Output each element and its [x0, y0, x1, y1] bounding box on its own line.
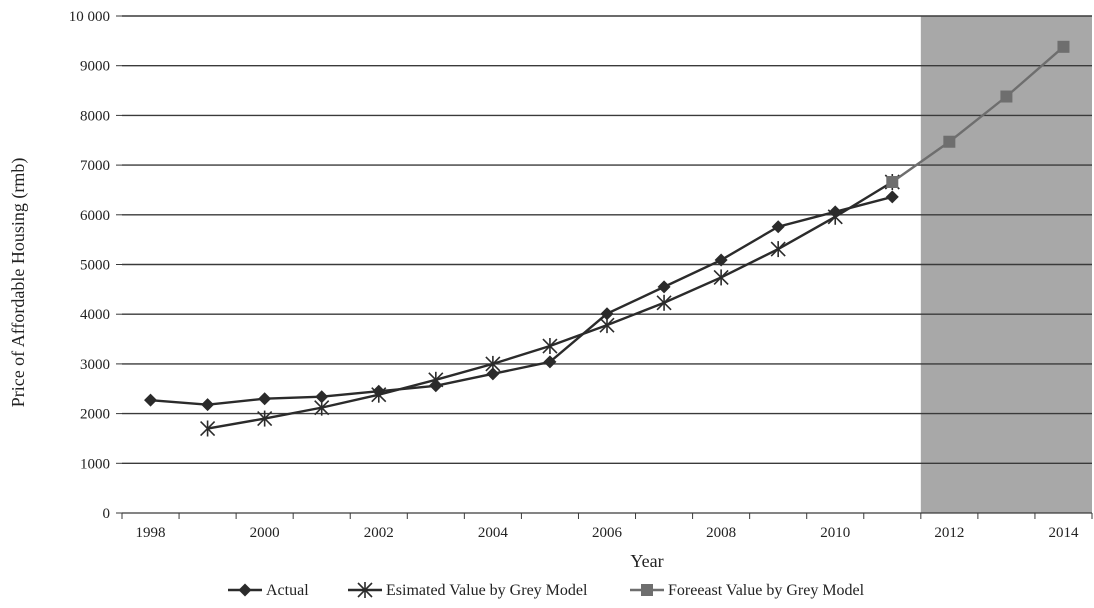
actual-data-point [714, 253, 728, 267]
estimated-data-point [485, 355, 501, 372]
y-tick-label: 9000 [80, 59, 110, 75]
legend-marker [238, 583, 252, 597]
forecast-data-point [886, 175, 899, 188]
actual-series-line [150, 195, 893, 406]
estimated-data-point [257, 410, 273, 427]
x-tick-label: 2012 [934, 525, 964, 541]
y-axis-title: Price of Affordable Housing (rmb) [8, 158, 29, 408]
estimated-data-point [314, 399, 330, 416]
estimated-data-point [428, 371, 444, 388]
legend-marker [641, 584, 653, 596]
y-tick-label: 3000 [80, 357, 110, 373]
estimated-data-point [200, 420, 216, 437]
actual-data-point [885, 190, 899, 204]
actual-data-point [315, 390, 329, 404]
y-tick-label: 4000 [80, 307, 110, 323]
x-tick-label: 2014 [1048, 525, 1079, 541]
legend-item-actual: Actual [228, 582, 309, 599]
y-tick-label: 8000 [80, 108, 110, 124]
y-tick-label: 5000 [80, 258, 110, 274]
y-tick-label: 10 000 [69, 9, 110, 25]
forecast-data-point [1000, 90, 1013, 103]
actual-data-point [201, 398, 215, 412]
estimated-data-point [770, 241, 786, 258]
actual-data-point [600, 307, 614, 321]
legend-marker [357, 582, 373, 598]
estimated-data-point [371, 386, 387, 403]
legend-item-estimated: Esimated Value by Grey Model [348, 582, 588, 599]
estimated-data-point [599, 317, 615, 334]
x-tick-label: 2000 [250, 525, 280, 541]
actual-data-point [258, 392, 272, 406]
actual-data-point [144, 393, 158, 407]
y-tick-label: 1000 [80, 456, 110, 472]
forecast-series-line [891, 45, 1065, 183]
actual-data-point [657, 280, 671, 294]
y-tick-label: 2000 [80, 407, 110, 423]
estimated-data-point [713, 269, 729, 286]
x-tick-label: 2010 [820, 525, 850, 541]
x-tick-label: 1998 [136, 525, 166, 541]
y-tick-label: 0 [103, 506, 111, 522]
forecast-data-point [943, 135, 956, 148]
y-tick-label: 7000 [80, 158, 110, 174]
estimated-data-point [656, 294, 672, 311]
x-tick-label: 2002 [364, 525, 394, 541]
x-tick-label: 2004 [478, 525, 509, 541]
estimated-series-line [207, 180, 893, 430]
legend-label: Foreeast Value by Grey Model [668, 582, 865, 599]
legend-label: Esimated Value by Grey Model [386, 582, 588, 599]
x-tick-label: 2006 [592, 525, 623, 541]
actual-data-point [771, 220, 785, 234]
legend-item-forecast: Foreeast Value by Grey Model [630, 582, 865, 599]
estimated-data-point [827, 208, 843, 225]
y-tick-label: 6000 [80, 208, 110, 224]
legend-label: Actual [266, 582, 309, 599]
x-tick-label: 2008 [706, 525, 736, 541]
actual-data-point [543, 355, 557, 369]
estimated-data-point [542, 338, 558, 355]
x-axis-title: Year [630, 551, 663, 571]
actual-data-point [486, 367, 500, 381]
forecast-data-point [1057, 40, 1070, 53]
